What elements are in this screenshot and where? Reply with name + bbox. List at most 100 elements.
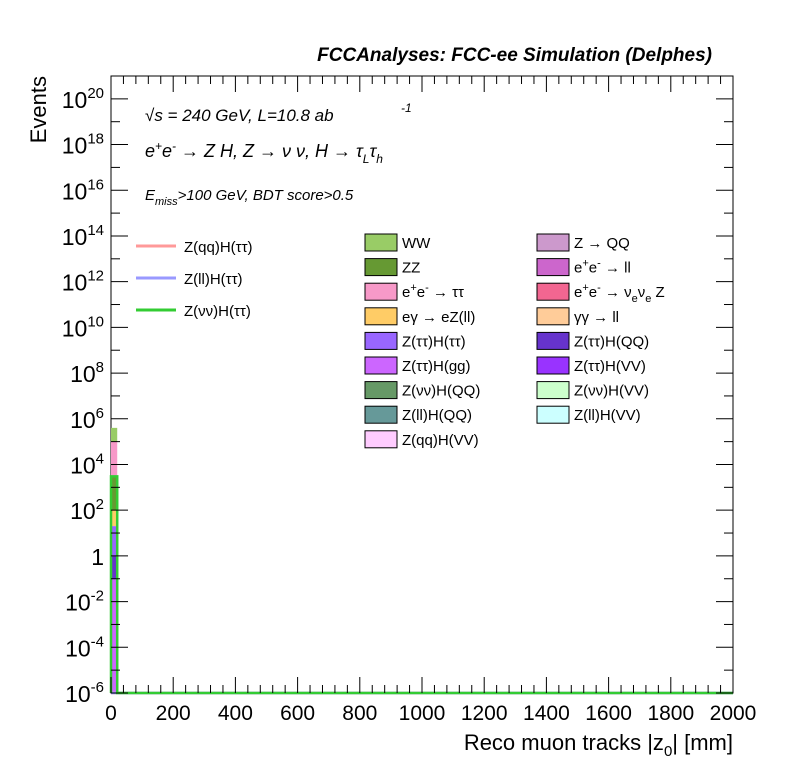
energy-label: √s = 240 GeV, L=10.8 ab (145, 106, 334, 125)
bar-e-e-1 (111, 441, 118, 477)
y-tick-label: 102 (70, 496, 104, 524)
svg-text:e+e- → Z H, Z → ν ν, H → τLτ: e+e- → Z H, Z → ν ν, H → τLτh (145, 139, 383, 166)
legend-label: γγ → ll (574, 309, 619, 326)
selection-annotation: Emiss>100 GeV, BDT score>0.5 (145, 187, 354, 208)
y-tick-label: 1 (91, 544, 104, 570)
y-tick-label: 10-6 (65, 679, 104, 707)
signal-line-layer (109, 475, 733, 695)
x-axis-label: Reco muon tracks |z0| [mm] (464, 730, 733, 760)
energy-annotation: √s = 240 GeV, L=10.8 ab -1 (145, 101, 412, 125)
x-tick-label: 1400 (523, 702, 570, 725)
legend-label: Z(qq)H(VV) (402, 432, 479, 449)
y-tick-label: 1012 (62, 268, 104, 296)
bar-z-h-gg-6 (111, 578, 118, 693)
x-tick-label: 400 (218, 702, 253, 725)
legend-entry-e-e-e-e-z: e+e- → νeνe Z (536, 282, 665, 305)
x-axis: 0 200 400 600 800 1000 1200 1400 1600 1800 2000 (105, 76, 756, 725)
y-tick-label: 1018 (62, 131, 104, 159)
legend-label: e+e- → ττ (402, 282, 464, 301)
legend-label: Z(ττ)H(gg) (402, 358, 471, 375)
legend-label: e+e- → νeνe Z (574, 282, 665, 305)
legend-label: e+e- → ll (574, 258, 631, 277)
legend-swatch (536, 331, 570, 350)
y-tick-label: 10-4 (65, 633, 104, 661)
legend-entry-e-e-ll: e+e- → ll (536, 258, 631, 277)
legend-swatch (364, 331, 398, 350)
svg-text:√s = 240 GeV, L=10.8 ab: √s = 240 GeV, L=10.8 ab (145, 106, 334, 125)
process-annotation: e+e- → Z H, Z → ν ν, H → τLτh (145, 139, 383, 166)
y-tick-label: 104 (70, 450, 104, 478)
y-tick-label: 10-2 (65, 588, 104, 616)
svg-text:Emiss>100 GeV, BDT score>0.5: Emiss>100 GeV, BDT score>0.5 (145, 187, 354, 208)
y-tick-label: 1016 (62, 176, 104, 204)
legend-label: Z → QQ (574, 235, 630, 252)
legend-label: Z(νν)H(QQ) (402, 383, 480, 400)
legend-label: Z(ττ)H(ττ) (402, 333, 466, 350)
legend-entry-z-h-vv: Z(ττ)H(VV) (536, 356, 646, 375)
legend-entry-e-e: e+e- → ττ (364, 282, 464, 301)
x-tick-label: 1800 (647, 702, 694, 725)
legend-swatch (364, 356, 398, 375)
y-axis-label: Events (26, 76, 51, 143)
legend-label: ZZ (402, 260, 420, 277)
y-tick-label: 108 (70, 359, 104, 387)
legend-swatch (536, 356, 570, 375)
bar-z-h-qq-5 (111, 555, 118, 579)
legend-swatch (536, 233, 570, 252)
legend-entry-z-h: Z(νν)H(ττ) (136, 303, 251, 320)
legend-swatch (536, 307, 570, 326)
y-tick-label: 1010 (62, 313, 104, 341)
legend-entry-z-ll-h-vv: Z(ll)H(VV) (536, 405, 641, 424)
y-axis: 1020 1018 1016 1014 1012 1010 108 106 104 102 1 10-… (62, 85, 733, 707)
x-tick-label: 200 (156, 702, 191, 725)
legend-label: Z(ττ)H(QQ) (574, 333, 649, 350)
legend-entry-ww: WW (364, 233, 431, 252)
legend-entry-z-h-qq: Z(νν)H(QQ) (364, 381, 480, 400)
x-tick-label: 1200 (461, 702, 508, 725)
legend-entry-e-ez-ll: eγ → eZ(ll) (364, 307, 475, 326)
legend-entry-z-h: Z(ττ)H(ττ) (364, 331, 466, 350)
chart-title: FCCAnalyses: FCC-ee Simulation (Delphes) (317, 45, 712, 66)
y-tick-label: 106 (70, 405, 104, 433)
bar-zz-2 (111, 476, 118, 511)
legend-entry-z-h-vv: Z(νν)H(VV) (536, 381, 649, 400)
legend-entry-z-ll-h: Z(ll)H(ττ) (136, 271, 243, 288)
legend-label: Z(νν)H(VV) (574, 383, 649, 400)
bar-ww-0 (111, 427, 118, 442)
legend-entry-zz: ZZ (364, 258, 420, 277)
legend-swatch (364, 233, 398, 252)
legend-label: Z(ll)H(ττ) (184, 271, 243, 288)
stack-layer (111, 427, 118, 693)
legend-label: Z(qq)H(ττ) (184, 239, 253, 256)
legend-label: WW (402, 235, 431, 252)
legend-label: Z(ll)H(VV) (574, 407, 641, 424)
y-tick-label: 1020 (62, 85, 104, 113)
legend-entry-z-h-gg: Z(ττ)H(gg) (364, 356, 471, 375)
legend-swatch (364, 405, 398, 424)
legend-entry-z-qq: Z → QQ (536, 233, 630, 252)
x-tick-label: 0 (105, 702, 117, 725)
legend-swatch (364, 282, 398, 301)
x-tick-label: 600 (280, 702, 315, 725)
legend-entry-ll: γγ → ll (536, 307, 619, 326)
x-tick-label: 1000 (399, 702, 446, 725)
legend-entry-z-qq-h-vv: Z(qq)H(VV) (364, 430, 479, 449)
x-tick-label: 2000 (710, 702, 757, 725)
legend-label: Z(ττ)H(VV) (574, 358, 646, 375)
legend-label: eγ → eZ(ll) (402, 309, 475, 326)
legend-label: Z(νν)H(ττ) (184, 303, 251, 320)
legend-swatch (364, 430, 398, 449)
legend-entry-z-qq-h: Z(qq)H(ττ) (136, 239, 253, 256)
legend-entry-z-ll-h-qq: Z(ll)H(QQ) (364, 405, 472, 424)
legend-label: Z(ll)H(QQ) (402, 407, 472, 424)
bar-z-h-4 (111, 526, 118, 556)
bar-e-ez-ll-3 (111, 510, 118, 527)
lumi-exponent: -1 (401, 101, 412, 115)
legend: Z(qq)H(ττ) Z(ll)H(ττ) Z(νν)H(ττ) WW Z → QQ ZZ… (136, 233, 665, 449)
x-tick-label: 1600 (585, 702, 632, 725)
legend-swatch (536, 258, 570, 277)
legend-swatch (364, 381, 398, 400)
legend-swatch (364, 258, 398, 277)
legend-swatch (364, 307, 398, 326)
